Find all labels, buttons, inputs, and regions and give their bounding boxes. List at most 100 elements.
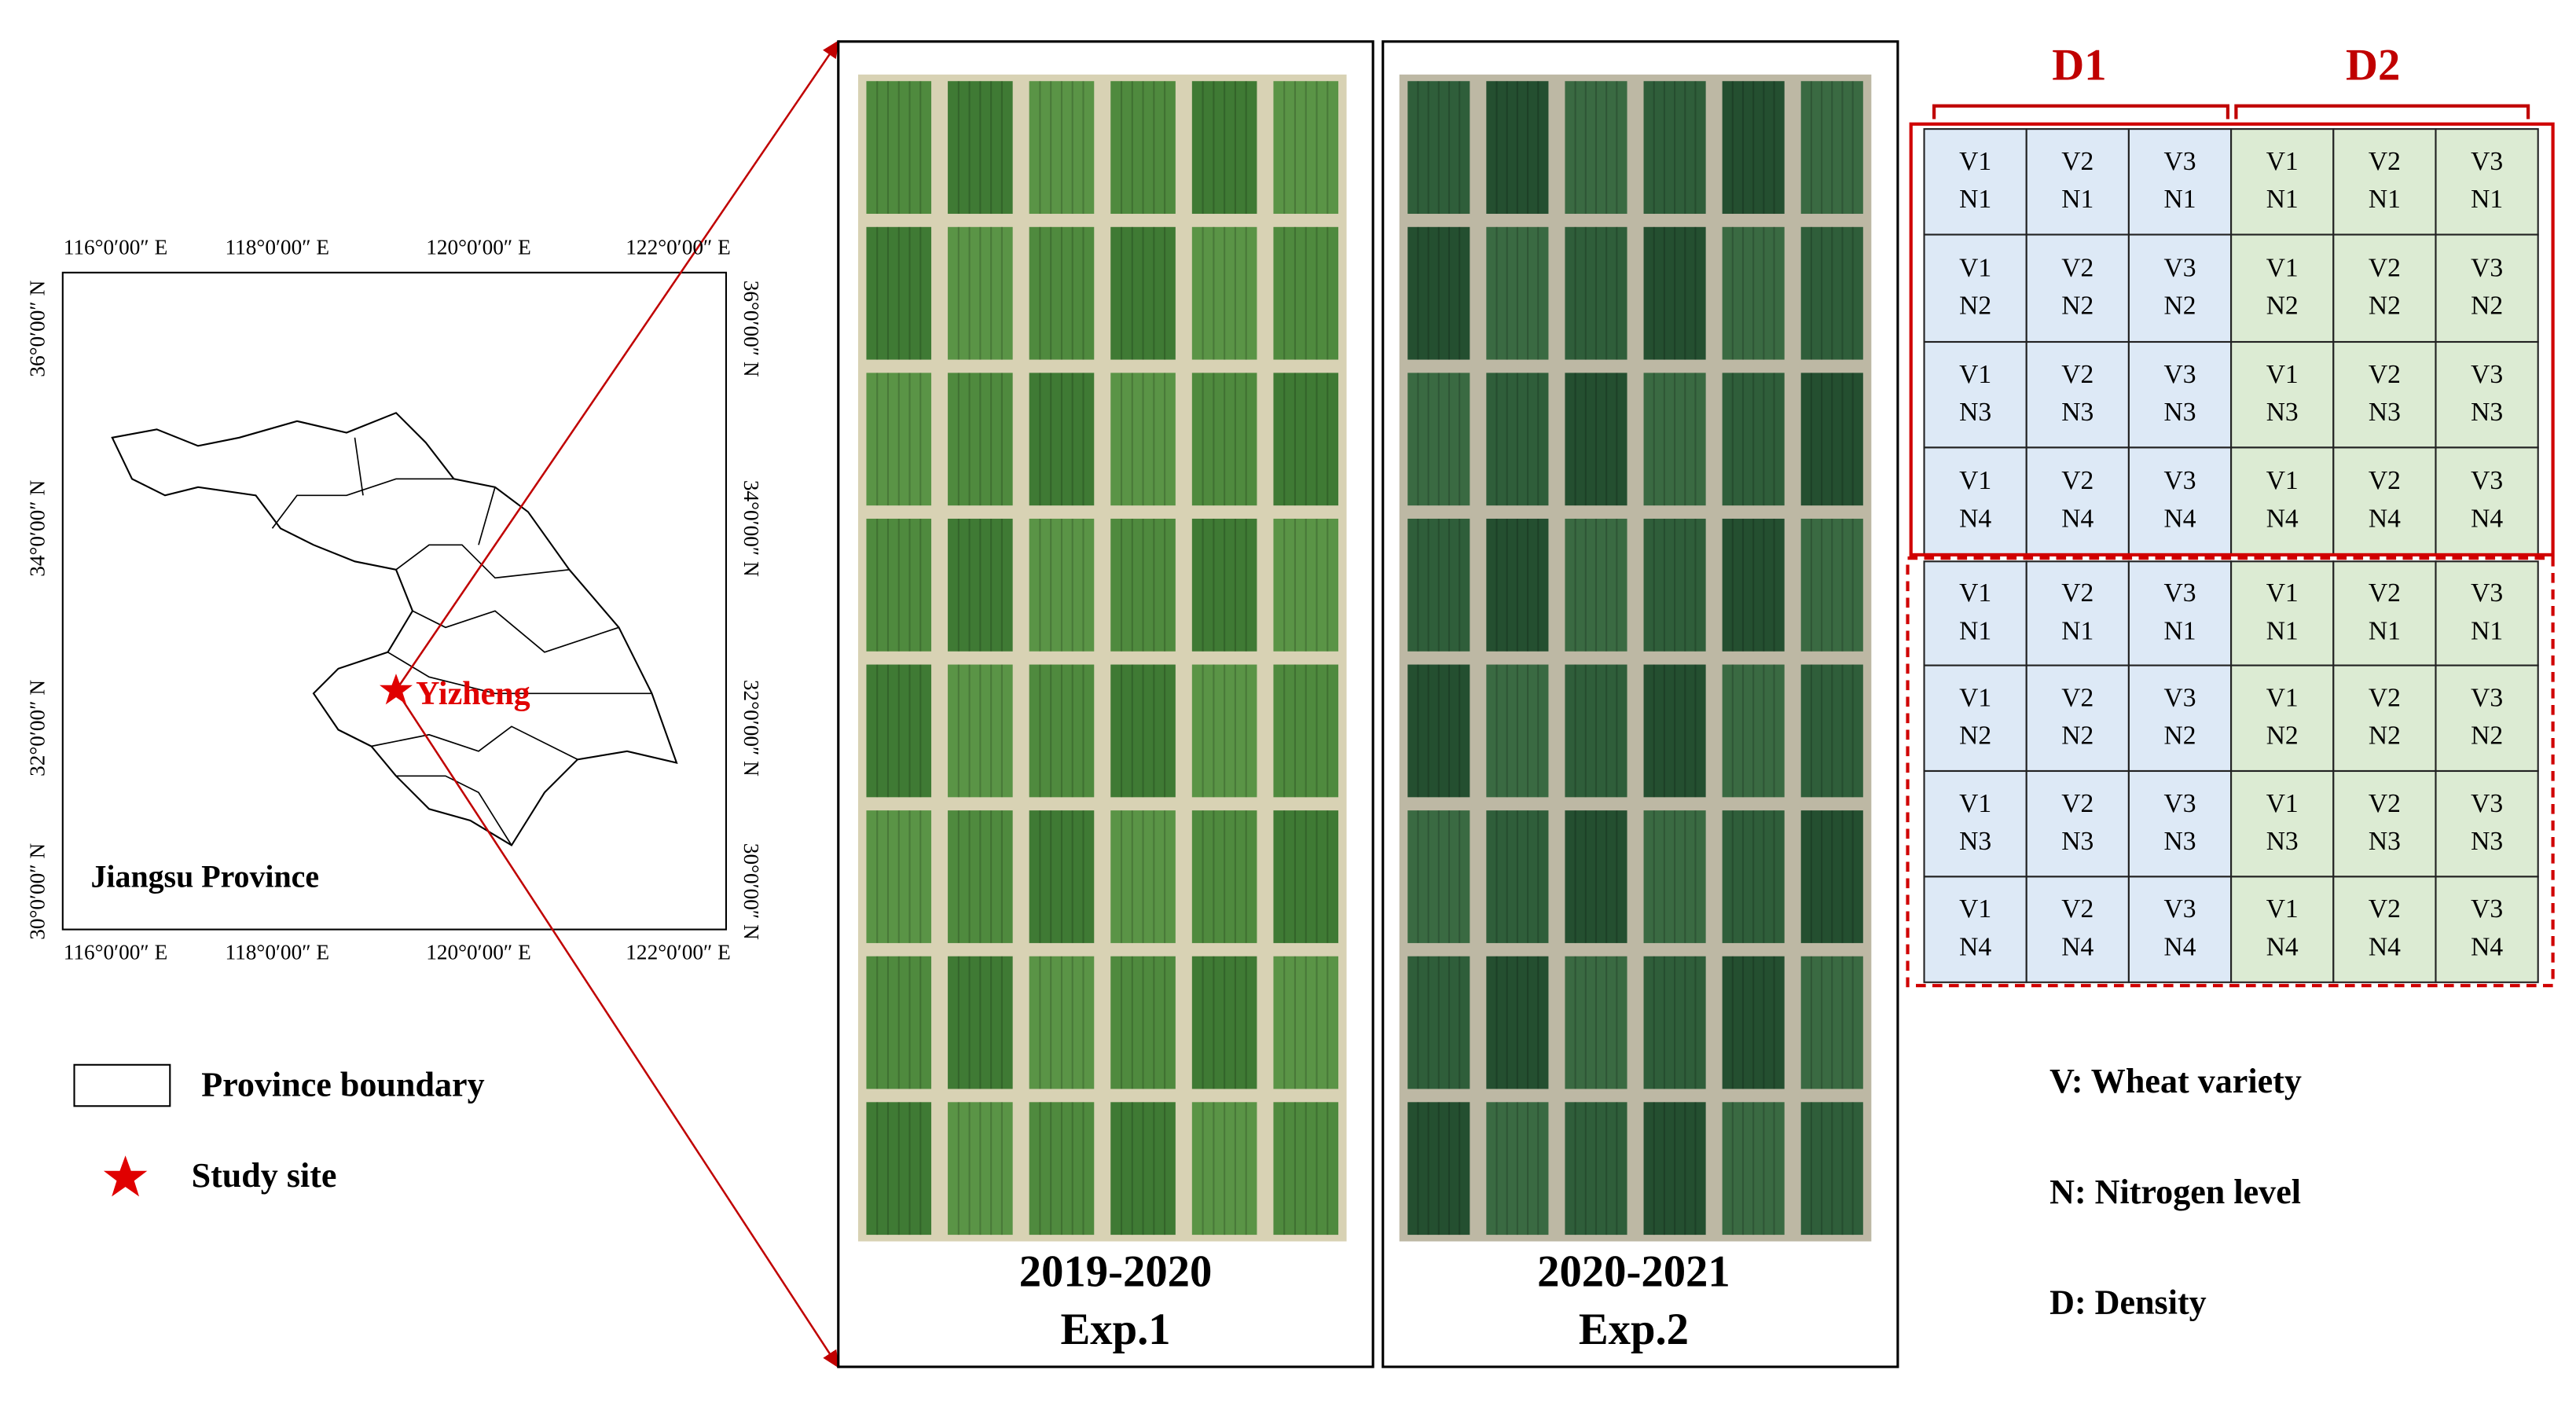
- variety-label: V3: [2163, 894, 2196, 923]
- field-plot: [866, 664, 932, 798]
- photo-exp: Exp.2: [1579, 1305, 1689, 1354]
- plot-cell: [2025, 128, 2130, 236]
- brace: [1932, 104, 2530, 119]
- field-plot: [1486, 226, 1549, 360]
- nitrogen-label: N4: [2266, 505, 2299, 534]
- nitrogen-label: N4: [2369, 505, 2401, 534]
- nitrogen-label: N1: [2369, 616, 2401, 645]
- nitrogen-label: N3: [2061, 398, 2093, 427]
- variety-label: V1: [1959, 253, 1991, 282]
- field-plot: [1029, 518, 1095, 652]
- nitrogen-label: N4: [2471, 932, 2503, 961]
- province-outline: [111, 412, 678, 846]
- lon-label: 116°0′00″ E: [64, 940, 168, 964]
- district-lines: [271, 437, 652, 846]
- field-plot: [1191, 810, 1257, 943]
- field-plot: [1191, 1102, 1257, 1236]
- plot-cell: [1923, 233, 2027, 343]
- nitrogen-label: N2: [2471, 292, 2503, 321]
- field-plot: [1722, 373, 1785, 506]
- field-plot: [1407, 373, 1470, 506]
- nitrogen-label: N4: [2471, 505, 2503, 534]
- variety-label: V2: [2369, 466, 2401, 495]
- field-plot: [1191, 81, 1257, 215]
- field-plot: [1273, 226, 1339, 360]
- nitrogen-label: N3: [2369, 398, 2401, 427]
- plot-cell: [2332, 560, 2437, 666]
- plot-cell: [2332, 664, 2437, 773]
- nitrogen-label: N2: [2266, 722, 2299, 751]
- plot-cell: [2230, 340, 2335, 449]
- variety-label: V2: [2369, 360, 2401, 389]
- zoom-line: [394, 689, 840, 1369]
- site-label: Yizheng: [416, 676, 530, 712]
- plot-grid: V1 N1 V2 N1 V3 N1 V1 N1 V2 N1 V3 N1 V1 N2 V2 N2 V3 N2 V1 N2…: [1923, 128, 2539, 983]
- nitrogen-label: N3: [2163, 827, 2196, 856]
- plot-cell: [2435, 769, 2539, 878]
- photo-year: 2019-2020: [1019, 1247, 1213, 1297]
- lat-label: 34°0′00″ N: [26, 480, 50, 577]
- key-entry: V: Wheat variety: [2049, 1062, 2302, 1100]
- lon-label: 122°0′00″ E: [626, 940, 731, 964]
- legend-star: [103, 1155, 148, 1197]
- field-plot: [1800, 664, 1863, 798]
- field-plot: [1800, 956, 1863, 1089]
- field-plot: [1110, 373, 1176, 506]
- nitrogen-label: N2: [2061, 722, 2093, 751]
- variety-label: V3: [2163, 789, 2196, 818]
- field-plot: [1643, 518, 1706, 652]
- plot-cell: [2435, 340, 2539, 449]
- lat-label: 36°0′00″ N: [26, 280, 50, 376]
- plot-cell: [2435, 876, 2539, 983]
- field-plot: [948, 810, 1013, 943]
- plot-cell: [2230, 446, 2335, 556]
- nitrogen-label: N3: [2471, 827, 2503, 856]
- nitrogen-label: N2: [1959, 722, 1991, 751]
- nitrogen-label: N1: [1959, 616, 1991, 645]
- nitrogen-label: N1: [2266, 185, 2299, 214]
- plot-cell: [2435, 664, 2539, 773]
- field-plot: [1643, 810, 1706, 943]
- variety-label: V3: [2163, 253, 2196, 282]
- variety-label: V1: [1959, 147, 1991, 176]
- nitrogen-label: N2: [2266, 292, 2299, 321]
- field-plot: [1486, 518, 1549, 652]
- plot-cell: [1923, 560, 2027, 666]
- key-entry: D: Density: [2049, 1283, 2207, 1322]
- variety-label: V3: [2163, 466, 2196, 495]
- variety-label: V1: [2266, 253, 2299, 282]
- field-plot: [1407, 518, 1470, 652]
- variety-label: V2: [2369, 894, 2401, 923]
- variety-label: V1: [2266, 789, 2299, 818]
- field-plot: [1486, 1102, 1549, 1236]
- lon-label: 118°0′00″ E: [226, 940, 330, 964]
- plot-cell: [2025, 769, 2130, 878]
- plot-cell: [1923, 128, 2027, 236]
- variety-label: V3: [2471, 578, 2503, 608]
- field-plot: [1486, 373, 1549, 506]
- nitrogen-label: N1: [2163, 185, 2196, 214]
- variety-label: V1: [1959, 466, 1991, 495]
- nitrogen-label: N4: [2061, 932, 2093, 961]
- nitrogen-label: N2: [1959, 292, 1991, 321]
- field-plot: [948, 226, 1013, 360]
- map-frame: [61, 271, 728, 931]
- field-plot: [1643, 373, 1706, 506]
- field-plot: [1029, 226, 1095, 360]
- block-outline: [1906, 556, 2555, 988]
- variety-label: V3: [2471, 253, 2503, 282]
- variety-label: V1: [2266, 360, 2299, 389]
- field-plot: [948, 518, 1013, 652]
- lon-label: 122°0′00″ E: [626, 236, 731, 259]
- legend-label: Study site: [192, 1156, 337, 1195]
- nitrogen-label: N1: [2471, 616, 2503, 645]
- field-plot: [1110, 956, 1176, 1089]
- plot-cell: [1923, 340, 2027, 449]
- field-plot: [1800, 373, 1863, 506]
- variety-label: V3: [2163, 578, 2196, 608]
- field-plot: [1029, 664, 1095, 798]
- photo-frame: [1382, 40, 1899, 1368]
- plot-cell: [2127, 128, 2233, 236]
- nitrogen-label: N3: [2061, 827, 2093, 856]
